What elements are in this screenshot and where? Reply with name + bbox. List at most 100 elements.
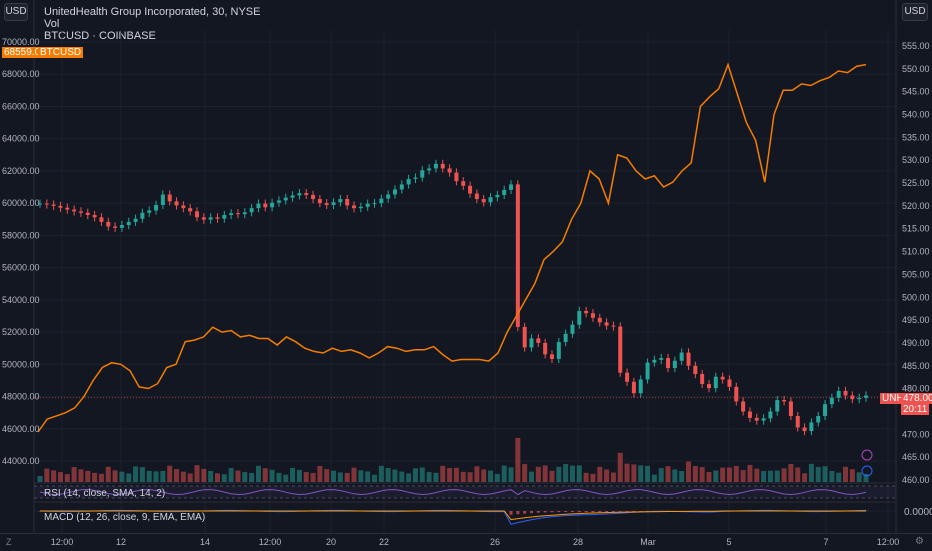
auto-scale-z-button[interactable]: Z (6, 537, 12, 547)
right-tick-label: 520.00 (902, 201, 930, 211)
volume-bar (303, 472, 309, 482)
candle-body (788, 401, 793, 417)
left-tick-label: 64000.00 (2, 134, 40, 144)
candle-body (379, 198, 384, 204)
candle-body (652, 359, 657, 363)
volume-bar (180, 471, 186, 482)
volume-bar (658, 468, 664, 482)
candle-body (392, 189, 397, 195)
volume-bar (174, 469, 180, 482)
volume-bar (651, 474, 657, 482)
candle-body (741, 401, 746, 412)
rsi-legend[interactable]: RSI (14, close, SMA, 14, 2) (44, 488, 166, 499)
volume-bar (815, 466, 821, 482)
candle-body (864, 395, 868, 398)
volume-bar (856, 472, 862, 482)
macd-histogram-bar (625, 511, 629, 512)
candle-body (645, 362, 650, 380)
candle-body (352, 205, 357, 209)
time-tick-label: 5 (726, 537, 731, 547)
candle-body (188, 208, 193, 212)
right-tick-label: 530.00 (902, 155, 930, 165)
left-tick-label: 70000.00 (2, 37, 40, 47)
candle-body (160, 194, 165, 205)
volume-bar (733, 465, 739, 482)
chart-markers (861, 449, 873, 477)
volume-bar (358, 470, 364, 482)
candle-body (113, 226, 118, 228)
volume-bar (802, 473, 808, 482)
compare-symbol-legend[interactable]: BTCUSD · COINBASE (44, 30, 156, 42)
volume-bar (740, 470, 746, 482)
volume-bar (344, 472, 350, 482)
volume-bar (146, 470, 152, 482)
right-tick-label: 555.00 (902, 41, 930, 51)
macd-histogram-bar (570, 511, 574, 513)
volume-legend[interactable]: Vol (44, 18, 60, 30)
unh-price-badge: 478.00 (901, 393, 932, 404)
volume-bar (720, 467, 726, 482)
macd-histogram-bar (605, 511, 609, 513)
volume-bar (201, 468, 207, 482)
candle-body (577, 310, 582, 325)
volume-bar (453, 467, 459, 482)
volume-bar (419, 467, 425, 482)
left-tick-label: 68000.00 (2, 69, 40, 79)
candle-body (297, 193, 302, 196)
volume-bar (645, 465, 651, 482)
candle-body (761, 418, 766, 421)
volume-bar (78, 469, 84, 482)
candle-body (51, 204, 56, 206)
btcusd-series-line (37, 62, 867, 433)
volume-bar (767, 470, 773, 482)
unh-symbol-badge: UNH (880, 393, 906, 404)
volume-bar (529, 471, 535, 482)
volume-bar (105, 466, 111, 482)
candle-body (181, 205, 186, 209)
candle-body (208, 217, 213, 220)
candle-body (106, 221, 111, 227)
volume-bar (139, 467, 145, 482)
volume-bar (726, 467, 732, 482)
candle-body (406, 178, 411, 185)
volume-bar (255, 465, 261, 482)
macd-legend[interactable]: MACD (12, 26, close, 9, EMA, EMA) (44, 512, 206, 523)
gear-icon[interactable]: ⚙ (915, 536, 924, 547)
volume-bar (262, 468, 268, 482)
candle-body (823, 404, 828, 417)
macd-histogram-bar (543, 511, 547, 513)
volume-bar (761, 470, 767, 482)
candle-body (679, 352, 684, 361)
candle-body (99, 217, 104, 222)
candle-body (700, 374, 705, 385)
chart-legend: UnitedHealth Group Incorporated, 30, NYS… (44, 6, 260, 42)
right-tick-label: 540.00 (902, 110, 930, 120)
currency-button-right[interactable]: USD (902, 3, 928, 21)
left-tick-label: 48000.00 (2, 392, 40, 402)
macd-signal-line (40, 510, 866, 521)
currency-button-left[interactable]: USD (4, 3, 28, 21)
candle-body (795, 416, 800, 428)
volume-bar (37, 476, 43, 482)
volume-bar (57, 472, 63, 482)
volume-bar (713, 470, 719, 482)
volume-bar (617, 452, 623, 482)
time-tick-label: 20 (326, 537, 336, 547)
volume-bar (283, 474, 289, 482)
candle-body (263, 203, 268, 208)
volume-bar (515, 438, 521, 482)
candle-body (358, 206, 363, 209)
candle-body (201, 217, 206, 220)
candle-body (413, 177, 418, 179)
candle-body (420, 170, 425, 178)
volume-bar (98, 473, 104, 482)
macd-histogram-bar (632, 511, 636, 512)
time-tick-label: 12 (116, 537, 126, 547)
time-scale-bar (0, 533, 932, 551)
symbol-title[interactable]: UnitedHealth Group Incorporated, 30, NYS… (44, 6, 261, 18)
candle-body (147, 210, 152, 213)
candle-body (747, 411, 752, 418)
volume-bar (829, 470, 835, 482)
volume-bar (426, 472, 432, 482)
